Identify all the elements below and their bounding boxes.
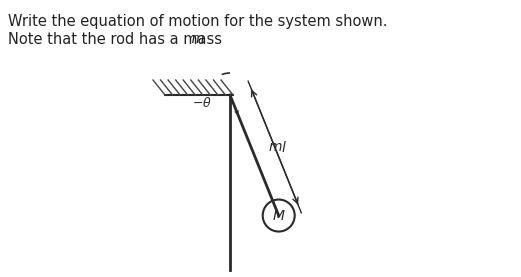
Text: Note that the rod has a mass: Note that the rod has a mass — [8, 32, 227, 47]
Text: $M$: $M$ — [272, 209, 286, 222]
Text: m: m — [191, 32, 205, 46]
Text: Write the equation of motion for the system shown.: Write the equation of motion for the sys… — [8, 14, 388, 29]
Text: $l$: $l$ — [281, 140, 287, 155]
Text: $-\theta$: $-\theta$ — [192, 96, 212, 110]
Text: $m$: $m$ — [268, 140, 283, 154]
